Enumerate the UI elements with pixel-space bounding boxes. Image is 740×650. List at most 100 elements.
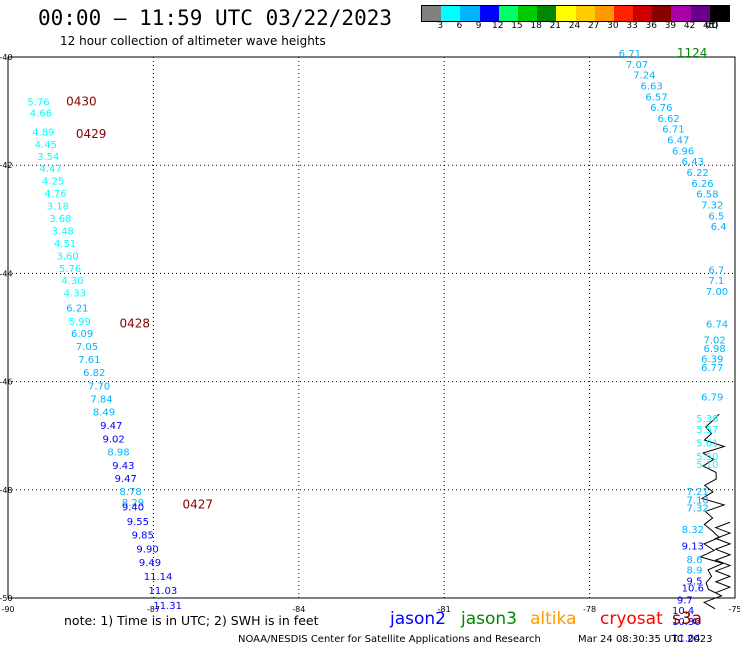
east-track-value: 6.4 (711, 222, 727, 233)
lon-tick-label: -87 (147, 605, 160, 614)
scale-swatch (709, 6, 729, 21)
lon-tick-label: -81 (438, 605, 451, 614)
west-track-value: 5.76 (59, 264, 81, 275)
east-track-value: 6.7 (708, 265, 724, 276)
east-track-value: 7.32 (687, 503, 709, 514)
west-track-value: 4.76 (44, 189, 66, 200)
west-track-value: 6.21 (66, 303, 88, 314)
west-track-value: 4.25 (42, 177, 64, 188)
east-track-value: 6.98 (703, 344, 725, 355)
lat-tick-label: -44 (0, 269, 13, 278)
west-track-value: 3.18 (47, 202, 69, 213)
scale-swatch (460, 6, 480, 21)
scale-label: 18 (530, 21, 542, 31)
west-track-value: 7.05 (76, 342, 98, 353)
east-track-value: 11.04 (672, 633, 701, 644)
lon-tick-label: -90 (1, 605, 14, 614)
west-track-value: 7.84 (90, 395, 112, 406)
east-track-value: 9.7 (677, 595, 693, 606)
east-track-value: 7.10 (687, 495, 709, 506)
west-track-value: 5.99 (69, 317, 91, 328)
satellite-legend-item: jason3 (461, 609, 517, 629)
east-track-value: 6.96 (672, 146, 694, 157)
scale-label: 15 (511, 21, 523, 31)
scale-swatch (479, 6, 499, 21)
east-track-value: 7.32 (701, 200, 723, 211)
scale-swatch (498, 6, 518, 21)
title: 00:00 – 11:59 UTC 03/22/2023 (38, 6, 393, 30)
scale-swatch (537, 6, 557, 21)
scale-swatch (441, 6, 461, 21)
east-track-value: 8.9 (687, 566, 703, 577)
scale-label: 21 (549, 21, 562, 31)
lon-tick-label: -84 (292, 605, 305, 614)
east-track-value: 6.22 (687, 168, 709, 179)
east-track-value: 8.6 (687, 555, 703, 566)
east-track-value: 9.13 (682, 541, 704, 552)
west-track-value: 3.54 (37, 152, 59, 163)
west-track-value: 9.02 (103, 435, 125, 446)
east-track-time-label: 1124 (677, 46, 708, 60)
scale-swatch (517, 6, 538, 21)
west-track-value: 9.47 (100, 421, 122, 432)
west-track-value: 9.85 (132, 530, 154, 541)
scale-swatch (671, 6, 691, 21)
scale-swatch (633, 6, 653, 21)
west-track-value: 4.30 (61, 276, 83, 287)
west-track-value: 8.98 (107, 448, 129, 459)
scale-label: 36 (645, 21, 657, 31)
scale-swatch (652, 6, 672, 21)
scale-label: 45 (703, 21, 715, 31)
west-track-value: 4.66 (30, 109, 52, 120)
west-track-value: 7.70 (88, 382, 110, 393)
lon-tick-label: -75 (728, 605, 740, 614)
west-track-value: 3.60 (56, 251, 78, 262)
scale-swatch (422, 6, 442, 21)
lat-tick-label: -50 (0, 594, 13, 603)
west-track-value: 9.55 (127, 517, 149, 528)
scale-label: 27 (587, 21, 600, 31)
west-track-time-label: 0430 (66, 95, 97, 109)
east-track-value: 5.57 (696, 425, 718, 436)
west-track-time-label: 0429 (76, 127, 107, 141)
west-track-time-label: 0428 (119, 317, 150, 331)
scale-label: 39 (664, 21, 677, 31)
subtitle: 12 hour collection of altimeter wave hei… (60, 34, 326, 48)
scale-label: 9 (475, 21, 482, 31)
satellite-legend-item: cryosat (600, 609, 663, 629)
west-track-value: 9.90 (136, 545, 158, 556)
lat-tick-label: -40 (0, 53, 13, 62)
west-track-time-label: 0427 (182, 498, 213, 512)
east-track-value: 6.71 (662, 125, 684, 136)
west-track-value: 5.76 (27, 98, 49, 109)
scale-swatch (575, 6, 595, 21)
west-track-value: 6.09 (71, 329, 93, 340)
lon-tick-label: -78 (583, 605, 596, 614)
east-track-value: 6.74 (706, 320, 728, 331)
scale-label: 24 (568, 21, 581, 31)
west-track-value: 8.78 (119, 487, 141, 498)
west-track-value: 9.47 (115, 474, 137, 485)
east-track-value: 7.00 (706, 287, 728, 298)
satellite-legend-item: s3a (672, 609, 703, 629)
credit-text: NOAA/NESDIS Center for Satellite Applica… (238, 634, 541, 645)
scale-swatch (613, 6, 634, 21)
scale-swatch (594, 6, 614, 21)
east-track-value: 5.38 (696, 414, 718, 425)
east-track-value: 10.6 (682, 584, 704, 595)
west-track-value: 4.89 (32, 127, 54, 138)
lat-tick-label: -42 (0, 161, 13, 170)
west-track-value: 7.61 (78, 355, 100, 366)
footer-note: note: 1) Time is in UTC; 2) SWH is in fe… (64, 613, 319, 628)
east-track-value: 6.43 (682, 157, 704, 168)
satellite-legend-item: altika (530, 609, 577, 629)
scale-label: 12 (492, 21, 504, 31)
east-track-value: 5.10 (696, 460, 718, 471)
map-frame (7, 56, 736, 599)
east-track-value: 6.71 (619, 49, 641, 60)
scale-label: 70 (706, 21, 718, 31)
east-track-value: 7.02 (703, 336, 725, 347)
east-track-value: 6.77 (701, 363, 723, 374)
east-track-value: 10.4 (672, 606, 694, 617)
